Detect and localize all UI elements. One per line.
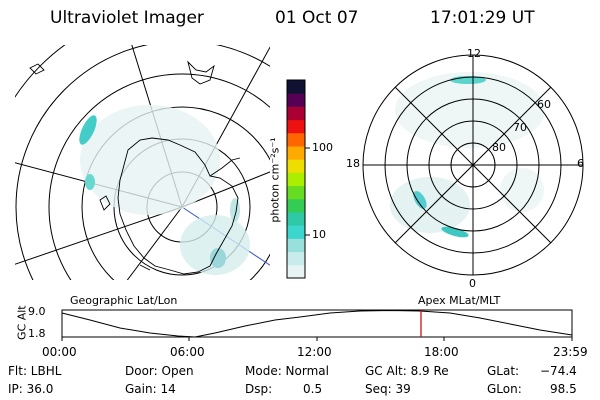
meridian-line bbox=[181, 171, 270, 208]
mode-readout: Mode: Normal bbox=[245, 364, 329, 378]
latitude-circle bbox=[81, 106, 270, 280]
seq-readout: Seq: 39 bbox=[365, 382, 411, 396]
door-readout: Door: Open bbox=[125, 364, 194, 378]
colorbar-segment bbox=[287, 93, 305, 107]
ip-readout: IP: 36.0 bbox=[8, 382, 54, 396]
altitude-tick-label: 1.8 bbox=[28, 327, 46, 340]
latitude-circle bbox=[48, 73, 270, 280]
mlat-label-70: 70 bbox=[513, 121, 527, 134]
glat-label: GLat: bbox=[487, 364, 520, 378]
colorbar-segment bbox=[287, 198, 305, 213]
altitude-axis-label: GC Alt bbox=[15, 305, 29, 340]
time-tick-label: 23:59 bbox=[553, 345, 588, 359]
latitude-circle bbox=[15, 45, 270, 280]
mlt-label-0: 0 bbox=[469, 277, 476, 290]
colorbar-segment bbox=[287, 159, 305, 173]
auroral-emission bbox=[79, 105, 250, 275]
mlat-label-80: 80 bbox=[492, 141, 506, 154]
mlat-label-60: 60 bbox=[537, 98, 551, 111]
colorbar-segment bbox=[287, 185, 305, 200]
time-tick-label: 18:00 bbox=[424, 345, 459, 359]
glon-label: GLon: bbox=[487, 382, 522, 396]
colorbar-segment bbox=[287, 264, 305, 279]
altitude-plot bbox=[61, 309, 573, 341]
mlt-label-6: 6 bbox=[577, 157, 584, 170]
meridian-line bbox=[126, 206, 183, 280]
glon-value: 98.5 bbox=[550, 382, 577, 396]
colorbar-segment bbox=[287, 225, 305, 239]
colorbar-segment bbox=[287, 172, 305, 187]
time-tick-label: 00:00 bbox=[42, 345, 77, 359]
altitude-tick-label: 9.0 bbox=[28, 305, 46, 318]
altitude-curve bbox=[61, 309, 573, 338]
colorbar-segment bbox=[287, 80, 305, 94]
colorbar-tick-label: 100 bbox=[312, 141, 333, 154]
colorbar-segment bbox=[287, 132, 305, 147]
colorbar-segment bbox=[287, 119, 305, 134]
colorbar bbox=[286, 79, 310, 279]
time-tick-label: 12:00 bbox=[297, 345, 332, 359]
geographic-caption: Geographic Lat/Lon bbox=[70, 294, 178, 307]
colorbar-segment bbox=[287, 106, 305, 121]
magnetic-polar-plot bbox=[362, 54, 584, 276]
dsp-label: Dsp: bbox=[245, 382, 273, 396]
colorbar-segment bbox=[287, 251, 305, 266]
coastline bbox=[29, 60, 241, 275]
gain-readout: Gain: 14 bbox=[125, 382, 176, 396]
colorbar-scale bbox=[287, 80, 305, 279]
time-tick-label: 06:00 bbox=[170, 345, 205, 359]
colorbar-segment bbox=[287, 146, 305, 160]
mlt-label-12: 12 bbox=[467, 47, 481, 60]
colorbar-segment bbox=[287, 212, 305, 226]
colorbar-unit-label: photon cm⁻²s⁻¹ bbox=[268, 137, 282, 223]
dsp-value: 0.5 bbox=[303, 382, 323, 396]
mlt-label-18: 18 bbox=[346, 157, 360, 170]
observation-time: 17:01:29 UT bbox=[430, 8, 535, 28]
gc-alt-readout: GC Alt: 8.9 Re bbox=[365, 364, 449, 378]
observation-date: 01 Oct 07 bbox=[275, 8, 359, 28]
geographic-map bbox=[15, 45, 270, 280]
filter-readout: Flt: LBHL bbox=[8, 364, 62, 378]
magnetic-caption: Apex MLat/MLT bbox=[418, 294, 501, 307]
colorbar-segment bbox=[287, 238, 305, 253]
colorbar-tick-label: 10 bbox=[312, 228, 326, 241]
meridian-line bbox=[15, 206, 183, 265]
instrument-title: Ultraviolet Imager bbox=[50, 8, 204, 28]
mlt-line bbox=[394, 86, 552, 244]
glat-value: −74.4 bbox=[540, 364, 577, 378]
